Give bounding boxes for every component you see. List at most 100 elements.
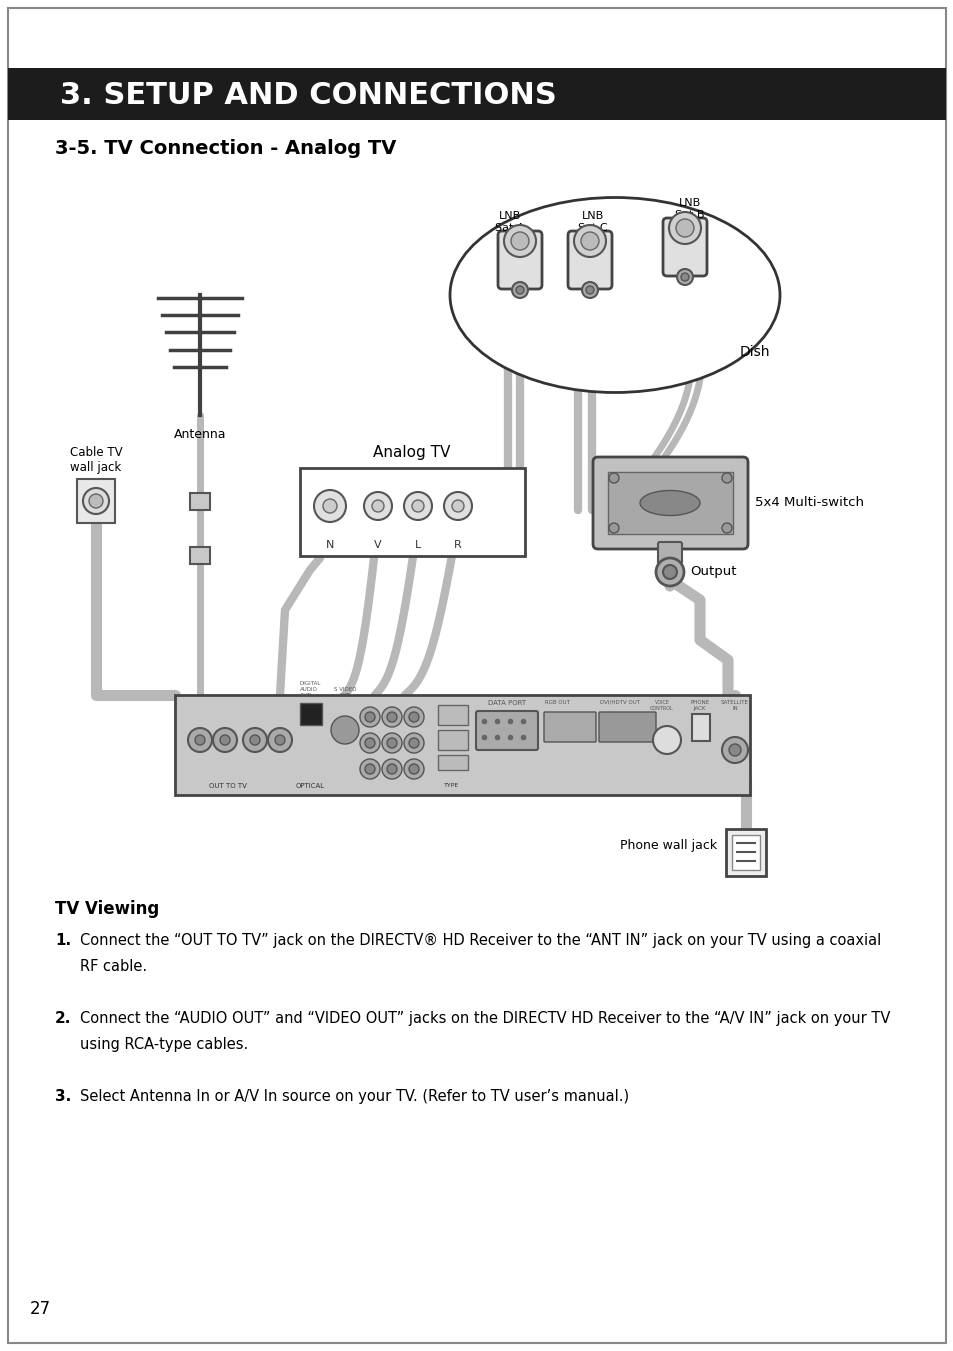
Text: 3.: 3. bbox=[55, 1089, 71, 1104]
Circle shape bbox=[83, 488, 109, 513]
Text: DIGITAL
AUDIO
OUT: DIGITAL AUDIO OUT bbox=[299, 681, 321, 698]
Circle shape bbox=[721, 523, 731, 534]
Circle shape bbox=[365, 738, 375, 748]
Text: 3-5. TV Connection - Analog TV: 3-5. TV Connection - Analog TV bbox=[55, 139, 395, 158]
Text: N: N bbox=[326, 540, 334, 550]
Text: Dish: Dish bbox=[740, 345, 770, 359]
Text: Phone wall jack: Phone wall jack bbox=[619, 839, 717, 852]
Text: 3. SETUP AND CONNECTIONS: 3. SETUP AND CONNECTIONS bbox=[60, 81, 557, 109]
Circle shape bbox=[314, 490, 346, 521]
Text: LNB
Sat A: LNB Sat A bbox=[495, 211, 524, 232]
Bar bbox=[174, 694, 749, 794]
Circle shape bbox=[331, 716, 358, 744]
Bar bbox=[437, 730, 468, 750]
Circle shape bbox=[452, 500, 463, 512]
Text: RGB OUT: RGB OUT bbox=[544, 700, 569, 705]
FancyBboxPatch shape bbox=[77, 480, 115, 523]
Ellipse shape bbox=[450, 197, 780, 393]
Circle shape bbox=[194, 735, 205, 744]
Circle shape bbox=[188, 728, 212, 753]
Text: 5x4 Multi-switch: 5x4 Multi-switch bbox=[754, 497, 863, 509]
Text: 1.: 1. bbox=[55, 934, 71, 948]
FancyBboxPatch shape bbox=[598, 712, 656, 742]
Text: LNB
Sat B: LNB Sat B bbox=[675, 199, 704, 220]
Text: Connect the “AUDIO OUT” and “VIDEO OUT” jacks on the DIRECTV HD Receiver to the : Connect the “AUDIO OUT” and “VIDEO OUT” … bbox=[80, 1011, 889, 1025]
FancyBboxPatch shape bbox=[476, 711, 537, 750]
Text: RF cable.: RF cable. bbox=[80, 959, 147, 974]
Text: R: R bbox=[454, 540, 461, 550]
Text: Output: Output bbox=[689, 566, 736, 578]
FancyBboxPatch shape bbox=[497, 231, 541, 289]
Circle shape bbox=[268, 728, 292, 753]
Circle shape bbox=[677, 269, 692, 285]
Circle shape bbox=[381, 734, 401, 753]
Circle shape bbox=[372, 500, 384, 512]
Circle shape bbox=[662, 565, 677, 580]
FancyBboxPatch shape bbox=[190, 547, 210, 563]
Circle shape bbox=[387, 765, 396, 774]
Circle shape bbox=[381, 759, 401, 780]
Circle shape bbox=[574, 226, 605, 257]
Circle shape bbox=[359, 707, 379, 727]
Circle shape bbox=[512, 282, 527, 299]
Circle shape bbox=[409, 765, 418, 774]
Text: S VIDEO
OUT: S VIDEO OUT bbox=[334, 688, 355, 698]
Text: TV Viewing: TV Viewing bbox=[55, 900, 159, 917]
Circle shape bbox=[387, 738, 396, 748]
Text: V: V bbox=[374, 540, 381, 550]
Circle shape bbox=[580, 232, 598, 250]
Circle shape bbox=[721, 738, 747, 763]
Circle shape bbox=[365, 712, 375, 721]
Circle shape bbox=[359, 734, 379, 753]
Bar bbox=[299, 703, 322, 725]
Ellipse shape bbox=[639, 490, 700, 516]
Circle shape bbox=[381, 707, 401, 727]
Circle shape bbox=[511, 232, 529, 250]
Bar bbox=[607, 471, 732, 534]
Circle shape bbox=[274, 735, 285, 744]
Circle shape bbox=[585, 286, 594, 295]
Text: 27: 27 bbox=[30, 1300, 51, 1319]
Text: PHONE
JACK: PHONE JACK bbox=[690, 700, 709, 711]
Circle shape bbox=[323, 499, 336, 513]
Circle shape bbox=[213, 728, 236, 753]
Text: Connect the “OUT TO TV” jack on the DIRECTV® HD Receiver to the “ANT IN” jack on: Connect the “OUT TO TV” jack on the DIRE… bbox=[80, 934, 881, 948]
Circle shape bbox=[403, 759, 423, 780]
Circle shape bbox=[365, 765, 375, 774]
Circle shape bbox=[503, 226, 536, 257]
Circle shape bbox=[516, 286, 523, 295]
Circle shape bbox=[443, 492, 472, 520]
Text: Select Antenna In or A/V In source on your TV. (Refer to TV user’s manual.): Select Antenna In or A/V In source on yo… bbox=[80, 1089, 628, 1104]
Text: DVI/HDTV OUT: DVI/HDTV OUT bbox=[599, 700, 639, 705]
Text: L: L bbox=[415, 540, 420, 550]
Circle shape bbox=[409, 738, 418, 748]
Circle shape bbox=[409, 712, 418, 721]
Bar bbox=[731, 835, 760, 870]
Bar bbox=[437, 705, 468, 725]
FancyBboxPatch shape bbox=[658, 542, 681, 563]
Circle shape bbox=[721, 473, 731, 484]
Text: DATA PORT: DATA PORT bbox=[487, 700, 525, 707]
Text: Analog TV: Analog TV bbox=[373, 444, 450, 459]
Circle shape bbox=[220, 735, 230, 744]
Circle shape bbox=[608, 523, 618, 534]
Circle shape bbox=[250, 735, 260, 744]
Text: Cable TV
wall jack: Cable TV wall jack bbox=[70, 446, 122, 474]
FancyBboxPatch shape bbox=[593, 457, 747, 549]
Circle shape bbox=[728, 744, 740, 757]
Text: using RCA-type cables.: using RCA-type cables. bbox=[80, 1038, 248, 1052]
Bar bbox=[299, 467, 524, 557]
Text: OPTICAL: OPTICAL bbox=[295, 784, 324, 789]
Circle shape bbox=[608, 473, 618, 484]
Circle shape bbox=[412, 500, 423, 512]
FancyBboxPatch shape bbox=[190, 493, 210, 509]
FancyBboxPatch shape bbox=[691, 713, 709, 740]
Circle shape bbox=[581, 282, 598, 299]
FancyBboxPatch shape bbox=[543, 712, 596, 742]
Text: OUT TO TV: OUT TO TV bbox=[209, 784, 247, 789]
Circle shape bbox=[403, 492, 432, 520]
Circle shape bbox=[359, 759, 379, 780]
Text: Antenna: Antenna bbox=[173, 428, 226, 440]
Bar bbox=[437, 755, 468, 770]
Text: LNB
Sat C: LNB Sat C bbox=[578, 211, 607, 232]
